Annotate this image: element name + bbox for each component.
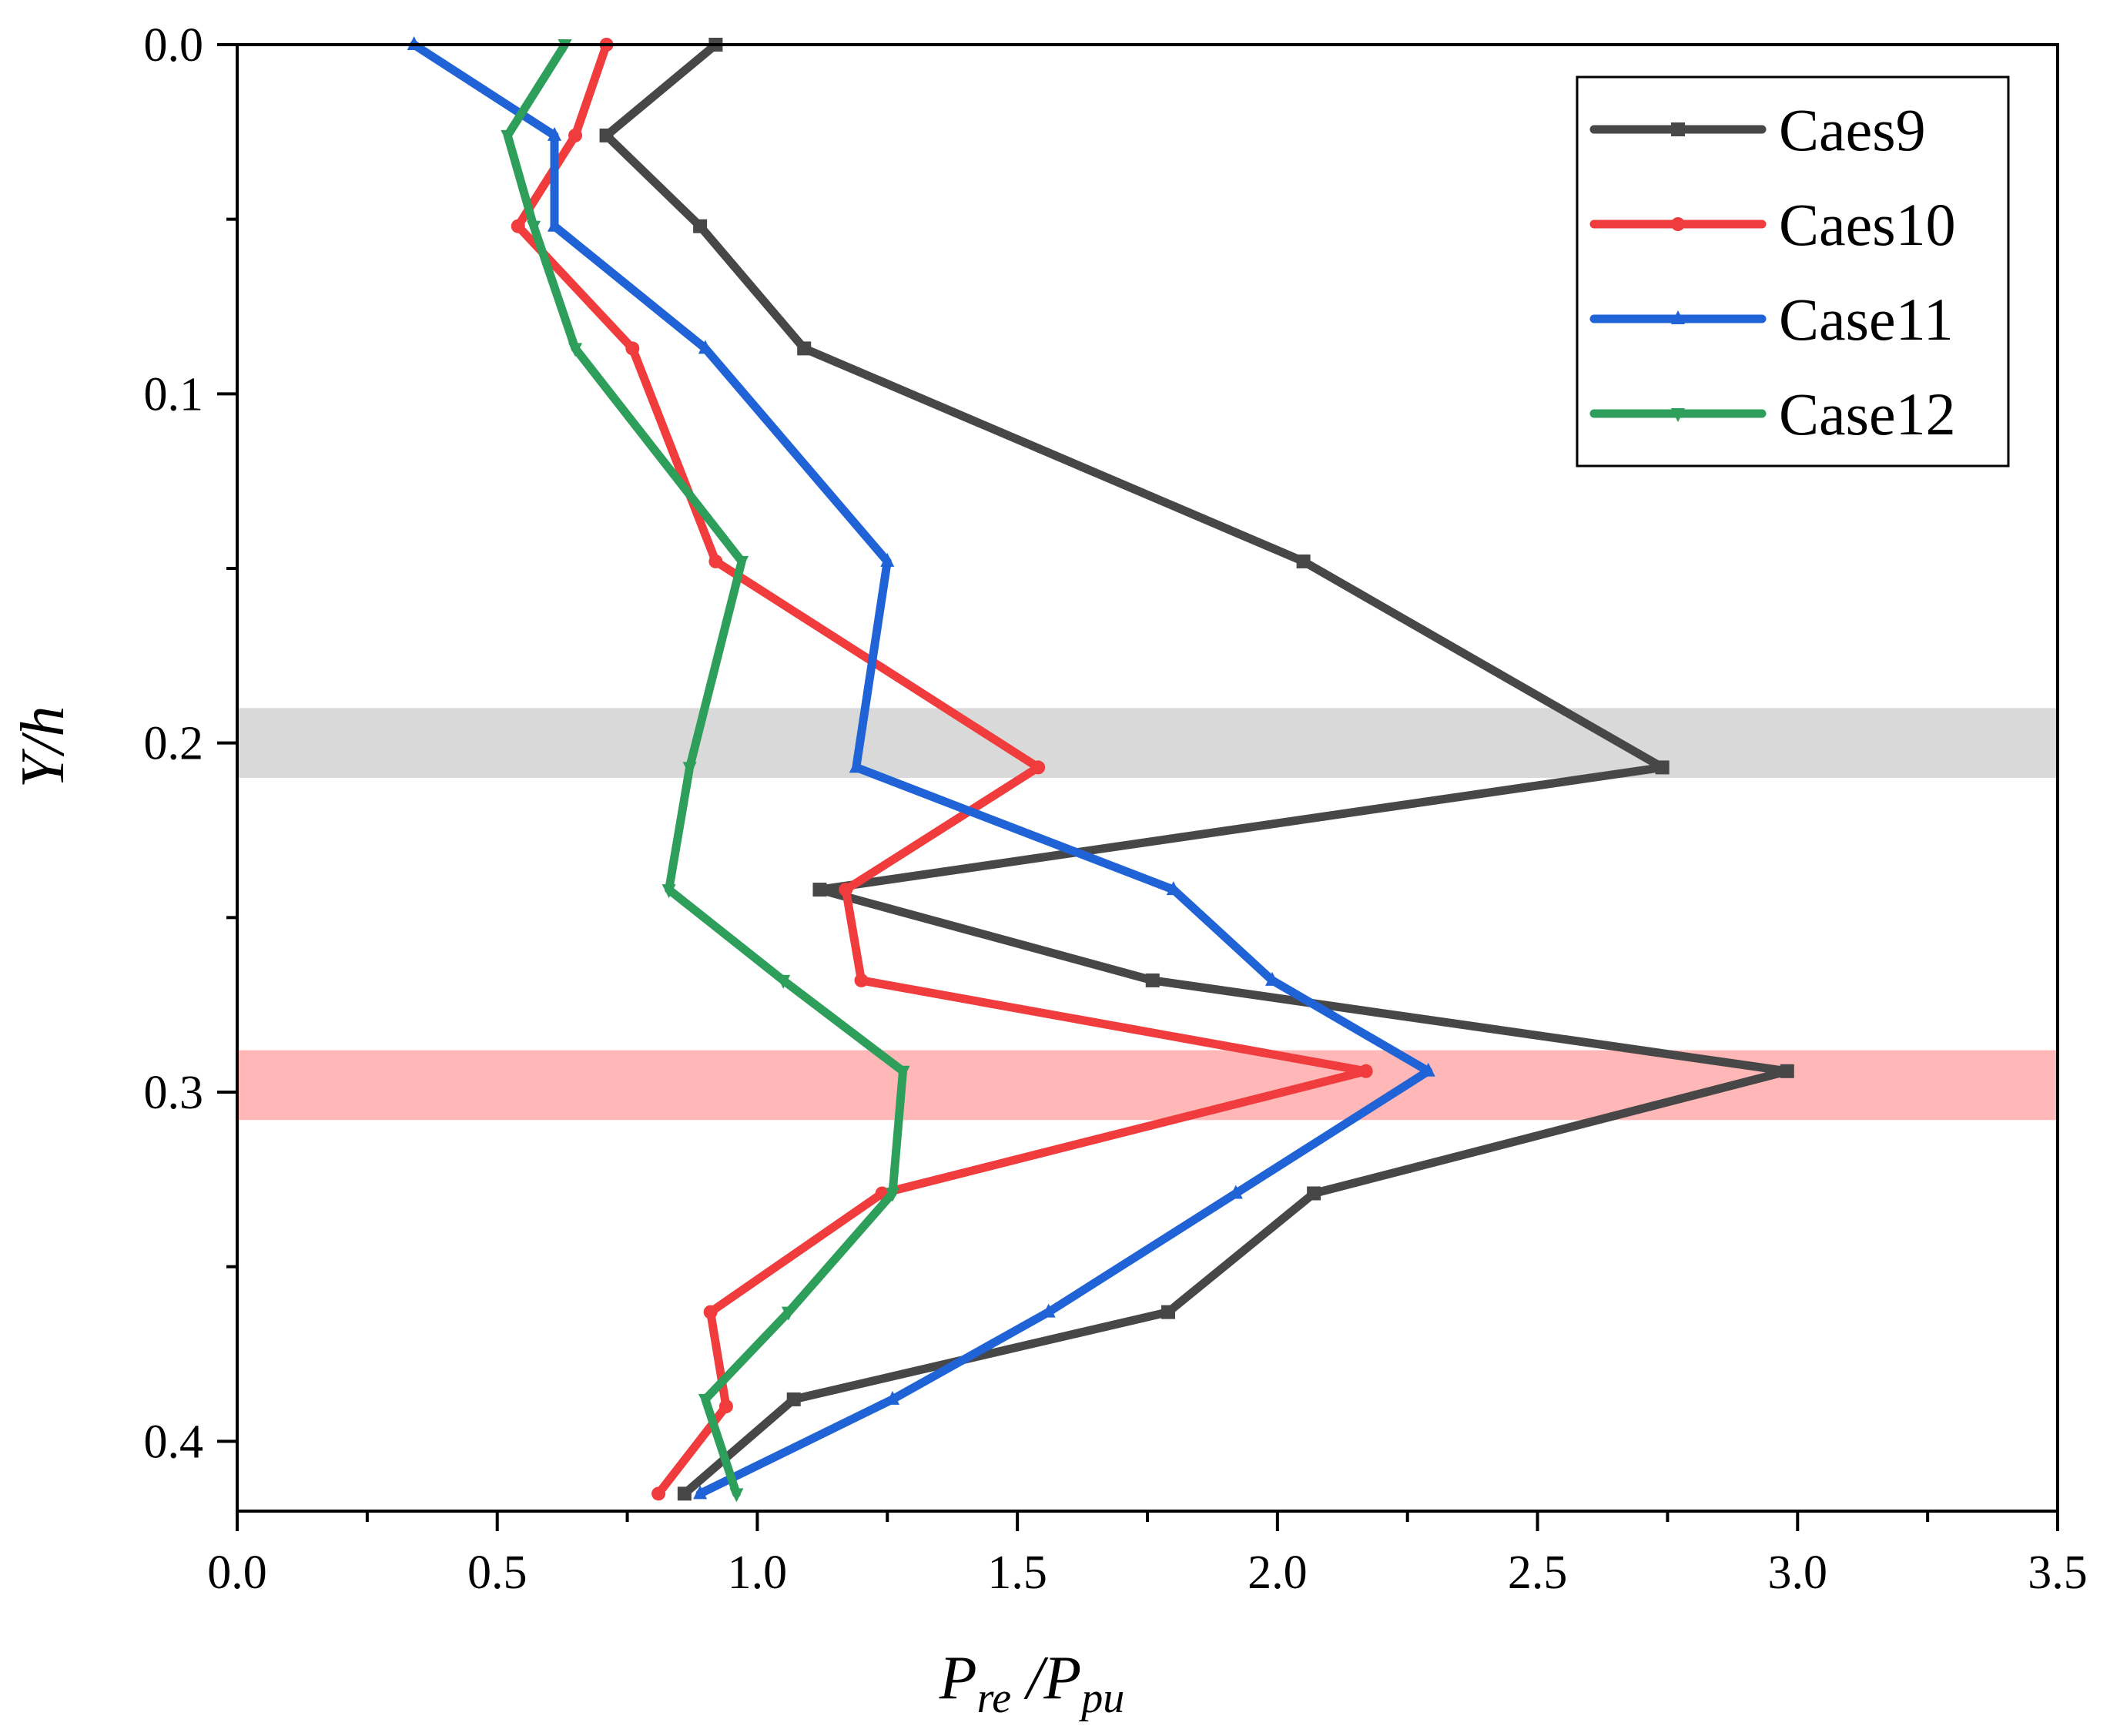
- data-point: [682, 762, 697, 776]
- series-lines: [407, 36, 1794, 1503]
- y-tick-label: 0.2: [144, 718, 204, 770]
- data-point: [501, 129, 515, 144]
- data-point: [548, 217, 562, 232]
- x-label-main: P: [939, 1644, 977, 1712]
- series-case11: [407, 36, 1435, 1500]
- x-tick-label: 2.0: [1248, 1547, 1308, 1599]
- data-point: [1296, 554, 1311, 568]
- data-point: [548, 126, 562, 141]
- legend-marker: [1671, 122, 1685, 136]
- data-point: [849, 759, 863, 773]
- data-point: [703, 1305, 718, 1319]
- data-point: [1031, 760, 1046, 775]
- data-point: [718, 1399, 733, 1413]
- data-point: [693, 1485, 708, 1500]
- gray-band: [237, 708, 2058, 778]
- red-band: [237, 1050, 2058, 1121]
- data-point: [1358, 1064, 1373, 1078]
- data-point: [1166, 881, 1181, 896]
- y-tick-label: 0.0: [144, 19, 204, 72]
- data-point: [526, 220, 541, 235]
- x-tick-label: 2.5: [1508, 1547, 1568, 1599]
- highlight-bands: [237, 708, 2058, 1121]
- x-label-sub1: re: [977, 1674, 1012, 1722]
- x-tick-label: 1.0: [728, 1547, 788, 1599]
- x-tick-label: 3.0: [1768, 1547, 1828, 1599]
- legend-item-caes10: Caes10: [1589, 191, 1956, 258]
- legend-label: Caes9: [1779, 96, 1926, 163]
- data-point: [786, 1392, 801, 1406]
- x-tick-label: 3.5: [2028, 1547, 2088, 1599]
- data-point: [708, 554, 723, 568]
- axis-ticks: [217, 43, 2059, 1531]
- data-point: [568, 128, 583, 142]
- data-point: [677, 1486, 692, 1501]
- data-point: [880, 552, 895, 567]
- data-point: [886, 1390, 900, 1405]
- series-caes9: [599, 38, 1794, 1501]
- data-point: [599, 128, 614, 142]
- legend-item-case12: Case12: [1589, 380, 1956, 447]
- plot-frame: [236, 43, 2059, 1513]
- data-point: [839, 883, 853, 897]
- data-point: [1041, 1303, 1056, 1318]
- y-tick-label: 0.4: [144, 1416, 204, 1468]
- data-point: [812, 883, 827, 897]
- data-point: [698, 1393, 712, 1408]
- data-point: [698, 340, 712, 354]
- data-point: [1265, 971, 1280, 986]
- data-point: [886, 1188, 900, 1202]
- data-point: [661, 884, 676, 899]
- legend-marker: [1671, 217, 1685, 231]
- data-point: [776, 974, 791, 989]
- data-point: [1780, 1064, 1794, 1078]
- data-point: [854, 973, 869, 987]
- data-point: [1161, 1305, 1176, 1319]
- y-axis-label: Y/h: [9, 706, 77, 789]
- x-tick-label: 0.0: [207, 1547, 267, 1599]
- data-point: [1145, 973, 1160, 987]
- x-axis-label: Pre /Ppu: [939, 1644, 1125, 1722]
- legend-label: Case11: [1779, 286, 1954, 353]
- x-label-sep: /P: [1011, 1644, 1081, 1712]
- data-point: [797, 341, 812, 356]
- data-point: [729, 1488, 744, 1503]
- legend: Caes9 Caes10 Case11 Case12: [1576, 75, 2010, 468]
- y-tick-label: 0.3: [144, 1067, 204, 1119]
- legend-marker: [1671, 408, 1685, 422]
- data-point: [1307, 1186, 1321, 1201]
- x-tick-label: 0.5: [467, 1547, 528, 1599]
- data-point: [896, 1065, 910, 1080]
- data-point: [651, 1486, 666, 1501]
- data-point: [735, 555, 749, 570]
- series-case12: [501, 39, 910, 1503]
- legend-item-case11: Case11: [1589, 286, 1954, 353]
- legend-label: Caes10: [1779, 191, 1956, 258]
- x-tick-label: 1.5: [987, 1547, 1047, 1599]
- legend-box: [1576, 75, 2010, 468]
- y-tick-label: 0.1: [144, 368, 204, 421]
- legend-item-caes9: Caes9: [1589, 96, 1926, 163]
- data-point: [1228, 1185, 1243, 1199]
- data-point: [1655, 760, 1670, 775]
- x-label-sub2: pu: [1078, 1674, 1124, 1722]
- data-point: [568, 343, 583, 357]
- legend-marker: [1671, 310, 1685, 324]
- data-point: [693, 219, 708, 233]
- data-point: [511, 219, 525, 233]
- legend-label: Case12: [1779, 380, 1956, 447]
- data-point: [781, 1306, 795, 1321]
- data-point: [625, 341, 640, 356]
- data-point: [1421, 1062, 1435, 1077]
- tick-labels: 0.0 0.5 1.0 1.5 2.0 2.5 3.0 3.5 0.0 0.1 0.2 0.3 0.4: [144, 19, 2088, 1599]
